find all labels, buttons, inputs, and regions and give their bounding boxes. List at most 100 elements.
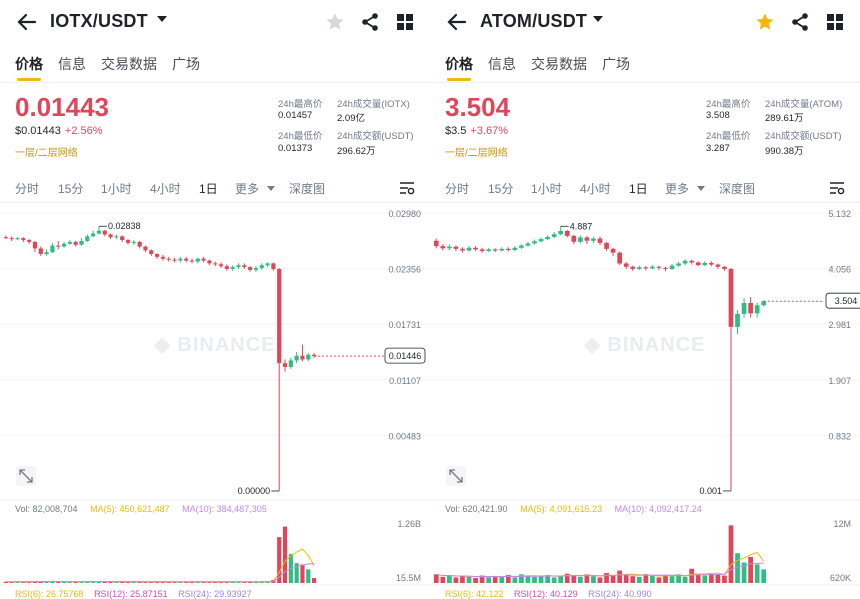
pair-title[interactable]: IOTX/USDT: [50, 11, 148, 31]
share-icon[interactable]: [790, 12, 810, 32]
depth-chart-tab[interactable]: 深度图: [719, 182, 756, 196]
candle-body: [525, 243, 531, 246]
stat-turnover-label: 24h成交额(USDT): [337, 131, 414, 142]
candle-body: [271, 263, 276, 269]
candle-body: [236, 265, 241, 268]
volume-bar: [131, 581, 136, 583]
chart-settings-icon[interactable]: [399, 181, 415, 195]
tab-square[interactable]: 广场: [602, 56, 630, 72]
interval-1h[interactable]: 1小时: [531, 182, 562, 196]
interval-line[interactable]: 分时: [445, 182, 470, 196]
stat-volume-label: 24h成交量(ATOM): [765, 99, 843, 110]
fullscreen-icon[interactable]: [16, 466, 36, 486]
tab-square[interactable]: 广场: [172, 56, 200, 72]
interval-1h[interactable]: 1小时: [101, 182, 132, 196]
volume-bar: [433, 574, 439, 583]
network-tag[interactable]: 一层/二层网络: [15, 148, 78, 159]
volume-bar: [584, 574, 590, 583]
volume-bar: [656, 577, 662, 583]
tab-trading-data[interactable]: 交易数据: [531, 56, 587, 72]
last-price-box: [384, 347, 426, 364]
interval-line[interactable]: 分时: [15, 182, 40, 196]
volume-bar: [277, 537, 282, 583]
fullscreen-icon[interactable]: [446, 466, 466, 486]
rsi24-value: RSI(24): 29.93927: [178, 589, 252, 599]
caret-down-icon[interactable]: [267, 186, 275, 191]
depth-chart-tab[interactable]: 深度图: [289, 182, 326, 196]
interval-15m[interactable]: 15分: [488, 182, 514, 196]
volume-tick-label: 1.26B: [397, 519, 421, 529]
volume-bar: [564, 573, 570, 583]
volume-bar: [166, 581, 171, 583]
volume-bar: [682, 576, 688, 583]
high-marker-label: 4.887: [570, 221, 593, 231]
usd-price-row: $3.5 +3.67%: [445, 125, 508, 137]
candle-body: [189, 260, 195, 262]
candle-body: [551, 234, 557, 237]
volume-bar: [623, 574, 629, 583]
interval-15m[interactable]: 15分: [58, 182, 84, 196]
volume-bar: [61, 581, 67, 583]
candle-body: [604, 242, 609, 249]
volume-ma10-line: [5, 563, 315, 583]
share-icon[interactable]: [360, 12, 380, 32]
pair-title[interactable]: ATOM/USDT: [480, 11, 588, 31]
star-icon[interactable]: [755, 12, 775, 32]
volume-bar: [669, 576, 675, 583]
tab-info[interactable]: 信息: [488, 56, 516, 72]
chart-settings-icon[interactable]: [829, 181, 845, 195]
tab-bar: 价格 信息 交易数据 广场: [430, 52, 860, 83]
volume-ma5-line: [436, 551, 765, 578]
stat-turnover-label: 24h成交额(USDT): [765, 131, 842, 142]
tab-info[interactable]: 信息: [58, 56, 86, 72]
candle-body: [61, 243, 67, 247]
candle-body: [460, 248, 465, 251]
interval-1d[interactable]: 1日: [629, 182, 648, 196]
volume-bar: [178, 581, 183, 583]
interval-1d[interactable]: 1日: [199, 182, 218, 196]
rsi12-value: RSI(12): 40.129: [514, 589, 578, 599]
network-tag[interactable]: 一层/二层网络: [445, 148, 508, 159]
candle-body: [728, 268, 734, 327]
candle-body: [669, 265, 675, 269]
caret-down-icon[interactable]: [157, 16, 167, 22]
tab-price[interactable]: 价格: [445, 56, 473, 72]
atom-panel: ATOM/USDT 价格 信息 交易数据 广场 3.504 $3.5 +3.67%…: [430, 0, 860, 599]
tab-trading-data[interactable]: 交易数据: [101, 56, 157, 72]
volume-bar: [571, 575, 577, 583]
candle-body: [137, 241, 142, 247]
back-arrow-icon[interactable]: [16, 11, 38, 33]
candle-body: [108, 234, 113, 238]
grid-icon[interactable]: [395, 12, 415, 32]
candle-body: [195, 258, 200, 262]
ma10-value: MA(10): 384,487,305: [182, 504, 267, 514]
interval-4h[interactable]: 4小时: [150, 182, 181, 196]
stat-turnover: 990.38万: [765, 146, 804, 157]
caret-down-icon[interactable]: [697, 186, 705, 191]
interval-more[interactable]: 更多: [665, 182, 690, 196]
interval-4h[interactable]: 4小时: [580, 182, 611, 196]
volume-bar: [9, 581, 14, 583]
y-tick-label: 0.01731: [388, 320, 421, 330]
candle-body: [538, 239, 544, 242]
active-tab-indicator: [17, 78, 41, 81]
back-arrow-icon[interactable]: [446, 11, 468, 33]
caret-down-icon[interactable]: [593, 16, 603, 22]
volume-bar: [519, 574, 524, 583]
candle-body: [3, 237, 9, 239]
last-price: 0.01443: [15, 92, 109, 122]
candle-body: [754, 305, 760, 314]
grid-icon[interactable]: [825, 12, 845, 32]
volume-bar: [259, 581, 264, 583]
volume-bar: [479, 575, 485, 583]
kline-chart[interactable]: 0.02980 0.02356 0.01731 0.01107 0.00483 ◈ BIN…: [0, 203, 430, 599]
kline-chart[interactable]: 5.132 4.056 2.981 1.907 0.832 ◈ BINANCE 4.887 0…: [430, 203, 860, 599]
interval-more[interactable]: 更多: [235, 182, 260, 196]
ma10-value: MA(10): 4,092,417.24: [614, 504, 702, 514]
volume-bar: [44, 581, 49, 583]
candle-body: [27, 240, 32, 242]
tab-price[interactable]: 价格: [15, 56, 43, 72]
star-icon[interactable]: [325, 12, 345, 32]
low-marker-label: 0.00000: [238, 486, 271, 496]
volume-tick-label: 15.5M: [396, 573, 421, 583]
